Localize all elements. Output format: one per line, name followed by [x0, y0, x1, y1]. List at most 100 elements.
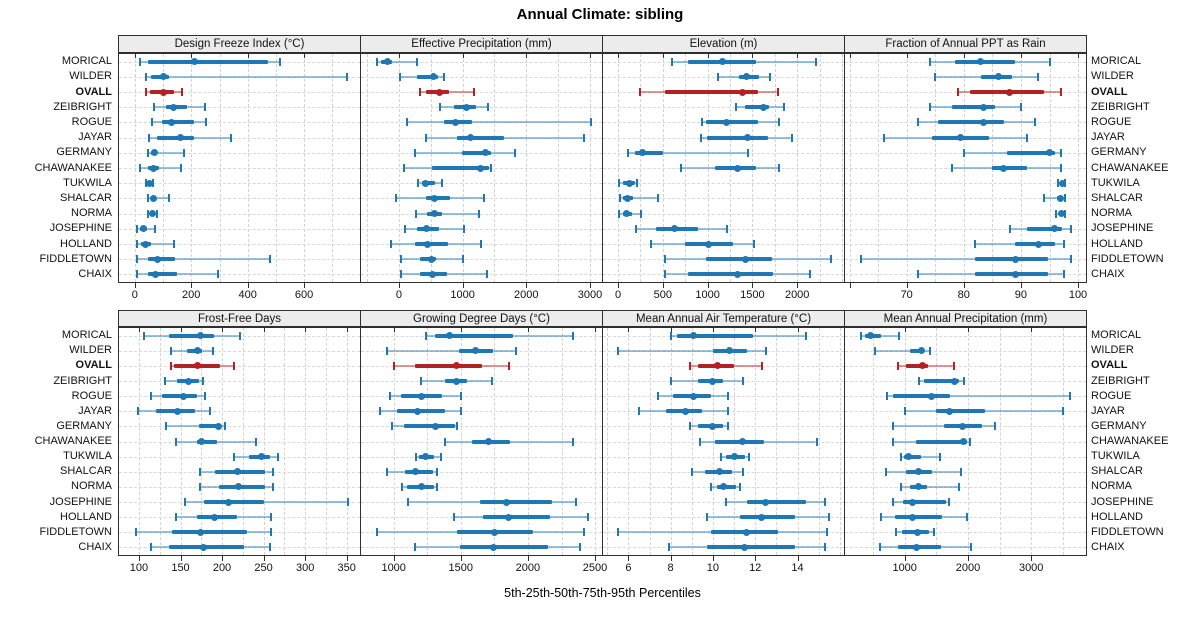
interval-iqr-bar [457, 135, 505, 140]
axis-tick [595, 556, 596, 561]
interval-iqr-bar [746, 500, 806, 504]
interval-cap-high [271, 482, 274, 491]
interval-cap-low [199, 467, 202, 476]
axis-tick-inner [191, 54, 193, 58]
interval-iqr-bar [432, 166, 489, 170]
interval-whisker [617, 349, 766, 352]
axis-tick-inner [222, 328, 223, 332]
interval-cap-high [657, 194, 660, 203]
grid-line-h [845, 152, 1086, 154]
grid-line-h [361, 274, 602, 276]
interval-median-dot [715, 468, 723, 476]
interval-cap-high [415, 57, 418, 66]
interval-cap-low [618, 194, 621, 203]
interval-median-dot [476, 164, 484, 172]
grid-line-h [361, 426, 602, 428]
interval-median-dot [723, 118, 731, 126]
interval-cap-low [163, 377, 166, 385]
interval-cap-high [463, 224, 465, 233]
interval-median-dot [141, 240, 149, 248]
interval-whisker [407, 121, 591, 124]
axis-tick [180, 556, 182, 561]
interval-iqr-bar [904, 454, 922, 459]
interval-cap-high [747, 452, 750, 461]
interval-cap-low [175, 513, 178, 522]
interval-cap-low [618, 209, 621, 218]
grid-line-h [119, 244, 360, 245]
grid-line-h [119, 198, 360, 200]
interval-cap-high [167, 194, 170, 203]
interval-cap-high [726, 224, 728, 233]
interval-cap-low [688, 422, 691, 431]
grid-line-h [119, 350, 360, 352]
interval-median-dot [709, 377, 717, 385]
interval-median-dot [422, 179, 430, 187]
axis-tick [963, 283, 965, 288]
grid-line-h [845, 274, 1086, 276]
axis-tick [393, 556, 395, 561]
interval-cap-high [947, 498, 950, 506]
interval-cap-high [994, 422, 997, 431]
axis-tick-label: 150 [171, 562, 190, 574]
grid-line-h [603, 426, 844, 428]
interval-median-dot [436, 88, 444, 96]
axis-tick-inner [595, 328, 596, 332]
interval-iqr-bar [936, 409, 986, 414]
axis-tick [752, 283, 754, 288]
interval-iqr-bar [483, 515, 550, 520]
interval-cap-high [739, 482, 742, 491]
grid-line-h [845, 486, 1086, 488]
interval-iqr-bar [906, 363, 928, 368]
interval-iqr-bar [924, 379, 959, 383]
interval-cap-low [904, 407, 907, 416]
interval-median-dot [671, 225, 679, 233]
panel-plot [118, 327, 361, 556]
interval-cap-high [726, 422, 729, 431]
interval-cap-low [376, 528, 379, 537]
grid-line-h [845, 381, 1086, 382]
axis-tick-inner [460, 328, 462, 332]
grid-line-h [119, 168, 360, 169]
interval-cap-high [932, 528, 935, 537]
grid-line-h [361, 486, 602, 488]
interval-median-dot [917, 347, 925, 355]
interval-cap-high [760, 361, 763, 370]
interval-cap-high [1062, 240, 1065, 248]
interval-cap-low [649, 240, 652, 248]
interval-cap-high [345, 72, 348, 81]
interval-cap-low [376, 57, 379, 66]
interval-cap-low [136, 255, 139, 264]
interval-cap-high [1070, 255, 1073, 264]
interval-cap-high [1048, 57, 1051, 66]
interval-iqr-bar [162, 120, 194, 125]
interval-median-dot [168, 118, 175, 126]
axis-tick [755, 556, 757, 561]
station-label-right: TUKWILA [1091, 176, 1140, 189]
grid-line-h [119, 137, 360, 139]
axis-tick [1078, 283, 1079, 288]
grid-line-h [361, 61, 602, 63]
interval-cap-low [637, 407, 640, 416]
interval-cap-low [174, 437, 177, 446]
grid-line-h [603, 213, 844, 215]
interval-cap-high [741, 377, 744, 385]
axis-tick-label: 100 [129, 562, 149, 574]
interval-median-dot [169, 103, 177, 111]
interval-cap-low [145, 88, 148, 96]
interval-cap-high [1064, 194, 1067, 203]
interval-cap-low [882, 133, 885, 142]
axis-tick-label: 12 [749, 562, 762, 574]
axis-tick [712, 556, 714, 561]
interval-cap-high [783, 103, 786, 112]
axis-tick-label: 0 [614, 289, 622, 301]
panel-strip-title: Design Freeze Index (°C) [174, 38, 305, 50]
interval-cap-low [418, 88, 421, 96]
interval-whisker [137, 258, 270, 261]
interval-cap-low [137, 407, 140, 416]
grid-line-h [361, 183, 602, 185]
interval-whisker [627, 151, 749, 154]
interval-cap-low [680, 164, 683, 172]
axis-tick-inner [906, 54, 908, 58]
axis-tick-label: 3000 [577, 289, 603, 301]
panel-strip-title: Mean Annual Air Temperature (°C) [635, 312, 812, 325]
